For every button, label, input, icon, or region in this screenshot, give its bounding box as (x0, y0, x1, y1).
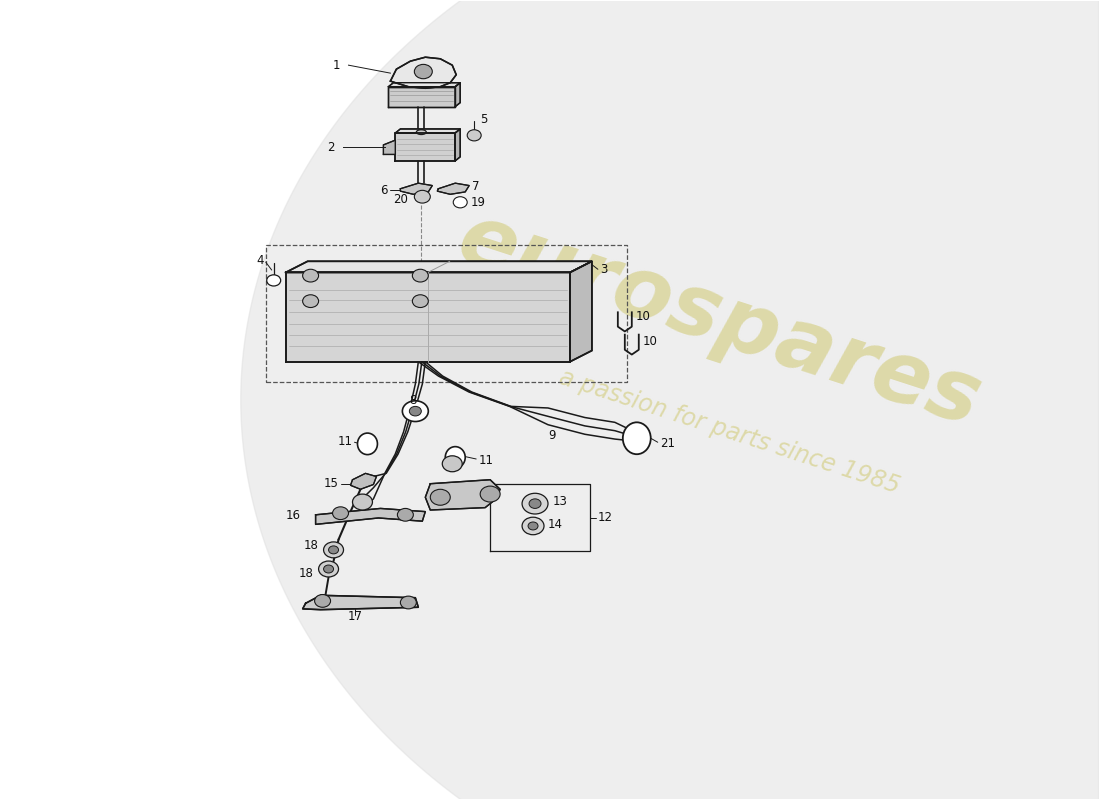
Text: 10: 10 (636, 310, 651, 322)
Polygon shape (455, 129, 460, 161)
Circle shape (302, 294, 319, 307)
Circle shape (323, 542, 343, 558)
Polygon shape (286, 273, 570, 362)
Polygon shape (395, 129, 460, 133)
Polygon shape (286, 262, 592, 273)
Text: 12: 12 (598, 511, 613, 524)
Circle shape (529, 499, 541, 509)
Text: 10: 10 (642, 334, 658, 347)
Circle shape (397, 509, 414, 521)
Text: 8: 8 (409, 394, 417, 406)
Polygon shape (400, 183, 432, 194)
Polygon shape (390, 57, 456, 88)
Circle shape (329, 546, 339, 554)
Circle shape (352, 494, 373, 510)
Text: 14: 14 (548, 518, 563, 531)
Polygon shape (388, 86, 455, 106)
Ellipse shape (358, 433, 377, 454)
Text: 20: 20 (394, 193, 408, 206)
Polygon shape (241, 0, 1099, 800)
Circle shape (332, 507, 349, 519)
Text: 9: 9 (548, 430, 556, 442)
Circle shape (415, 64, 432, 78)
Text: 18: 18 (304, 538, 319, 551)
Polygon shape (351, 474, 376, 490)
Polygon shape (388, 82, 460, 86)
Circle shape (319, 561, 339, 577)
Circle shape (442, 456, 462, 472)
Text: 2: 2 (327, 141, 334, 154)
Circle shape (430, 490, 450, 506)
Circle shape (400, 596, 416, 609)
Circle shape (412, 270, 428, 282)
Circle shape (453, 197, 468, 208)
Circle shape (522, 517, 544, 534)
Circle shape (528, 522, 538, 530)
Polygon shape (570, 262, 592, 362)
Text: 11: 11 (338, 435, 352, 448)
Circle shape (522, 494, 548, 514)
Circle shape (412, 294, 428, 307)
Polygon shape (455, 82, 460, 106)
Circle shape (409, 406, 421, 416)
Ellipse shape (446, 446, 465, 468)
Text: 15: 15 (323, 478, 339, 490)
Polygon shape (316, 509, 426, 524)
Text: 19: 19 (470, 196, 485, 209)
Circle shape (415, 190, 430, 203)
Ellipse shape (623, 422, 651, 454)
Text: 17: 17 (348, 610, 363, 623)
Circle shape (323, 565, 333, 573)
Text: a passion for parts since 1985: a passion for parts since 1985 (557, 366, 903, 498)
Text: 7: 7 (472, 180, 480, 193)
Text: 6: 6 (379, 184, 387, 197)
Circle shape (266, 275, 280, 286)
Text: 11: 11 (478, 454, 493, 467)
Polygon shape (438, 183, 470, 194)
Polygon shape (302, 595, 418, 610)
Ellipse shape (416, 130, 427, 134)
Circle shape (468, 130, 481, 141)
Text: eurospares: eurospares (448, 197, 991, 444)
Circle shape (481, 486, 500, 502)
Text: 3: 3 (600, 262, 607, 276)
Text: 5: 5 (481, 113, 487, 126)
Text: 13: 13 (553, 494, 568, 508)
Polygon shape (384, 140, 395, 154)
Polygon shape (395, 133, 455, 161)
Text: 18: 18 (299, 567, 314, 580)
Circle shape (403, 401, 428, 422)
Text: 4: 4 (256, 254, 264, 267)
Circle shape (315, 594, 331, 607)
Text: 1: 1 (333, 58, 341, 72)
Polygon shape (426, 480, 500, 510)
Text: 16: 16 (286, 509, 300, 522)
Text: 21: 21 (660, 438, 674, 450)
Circle shape (302, 270, 319, 282)
